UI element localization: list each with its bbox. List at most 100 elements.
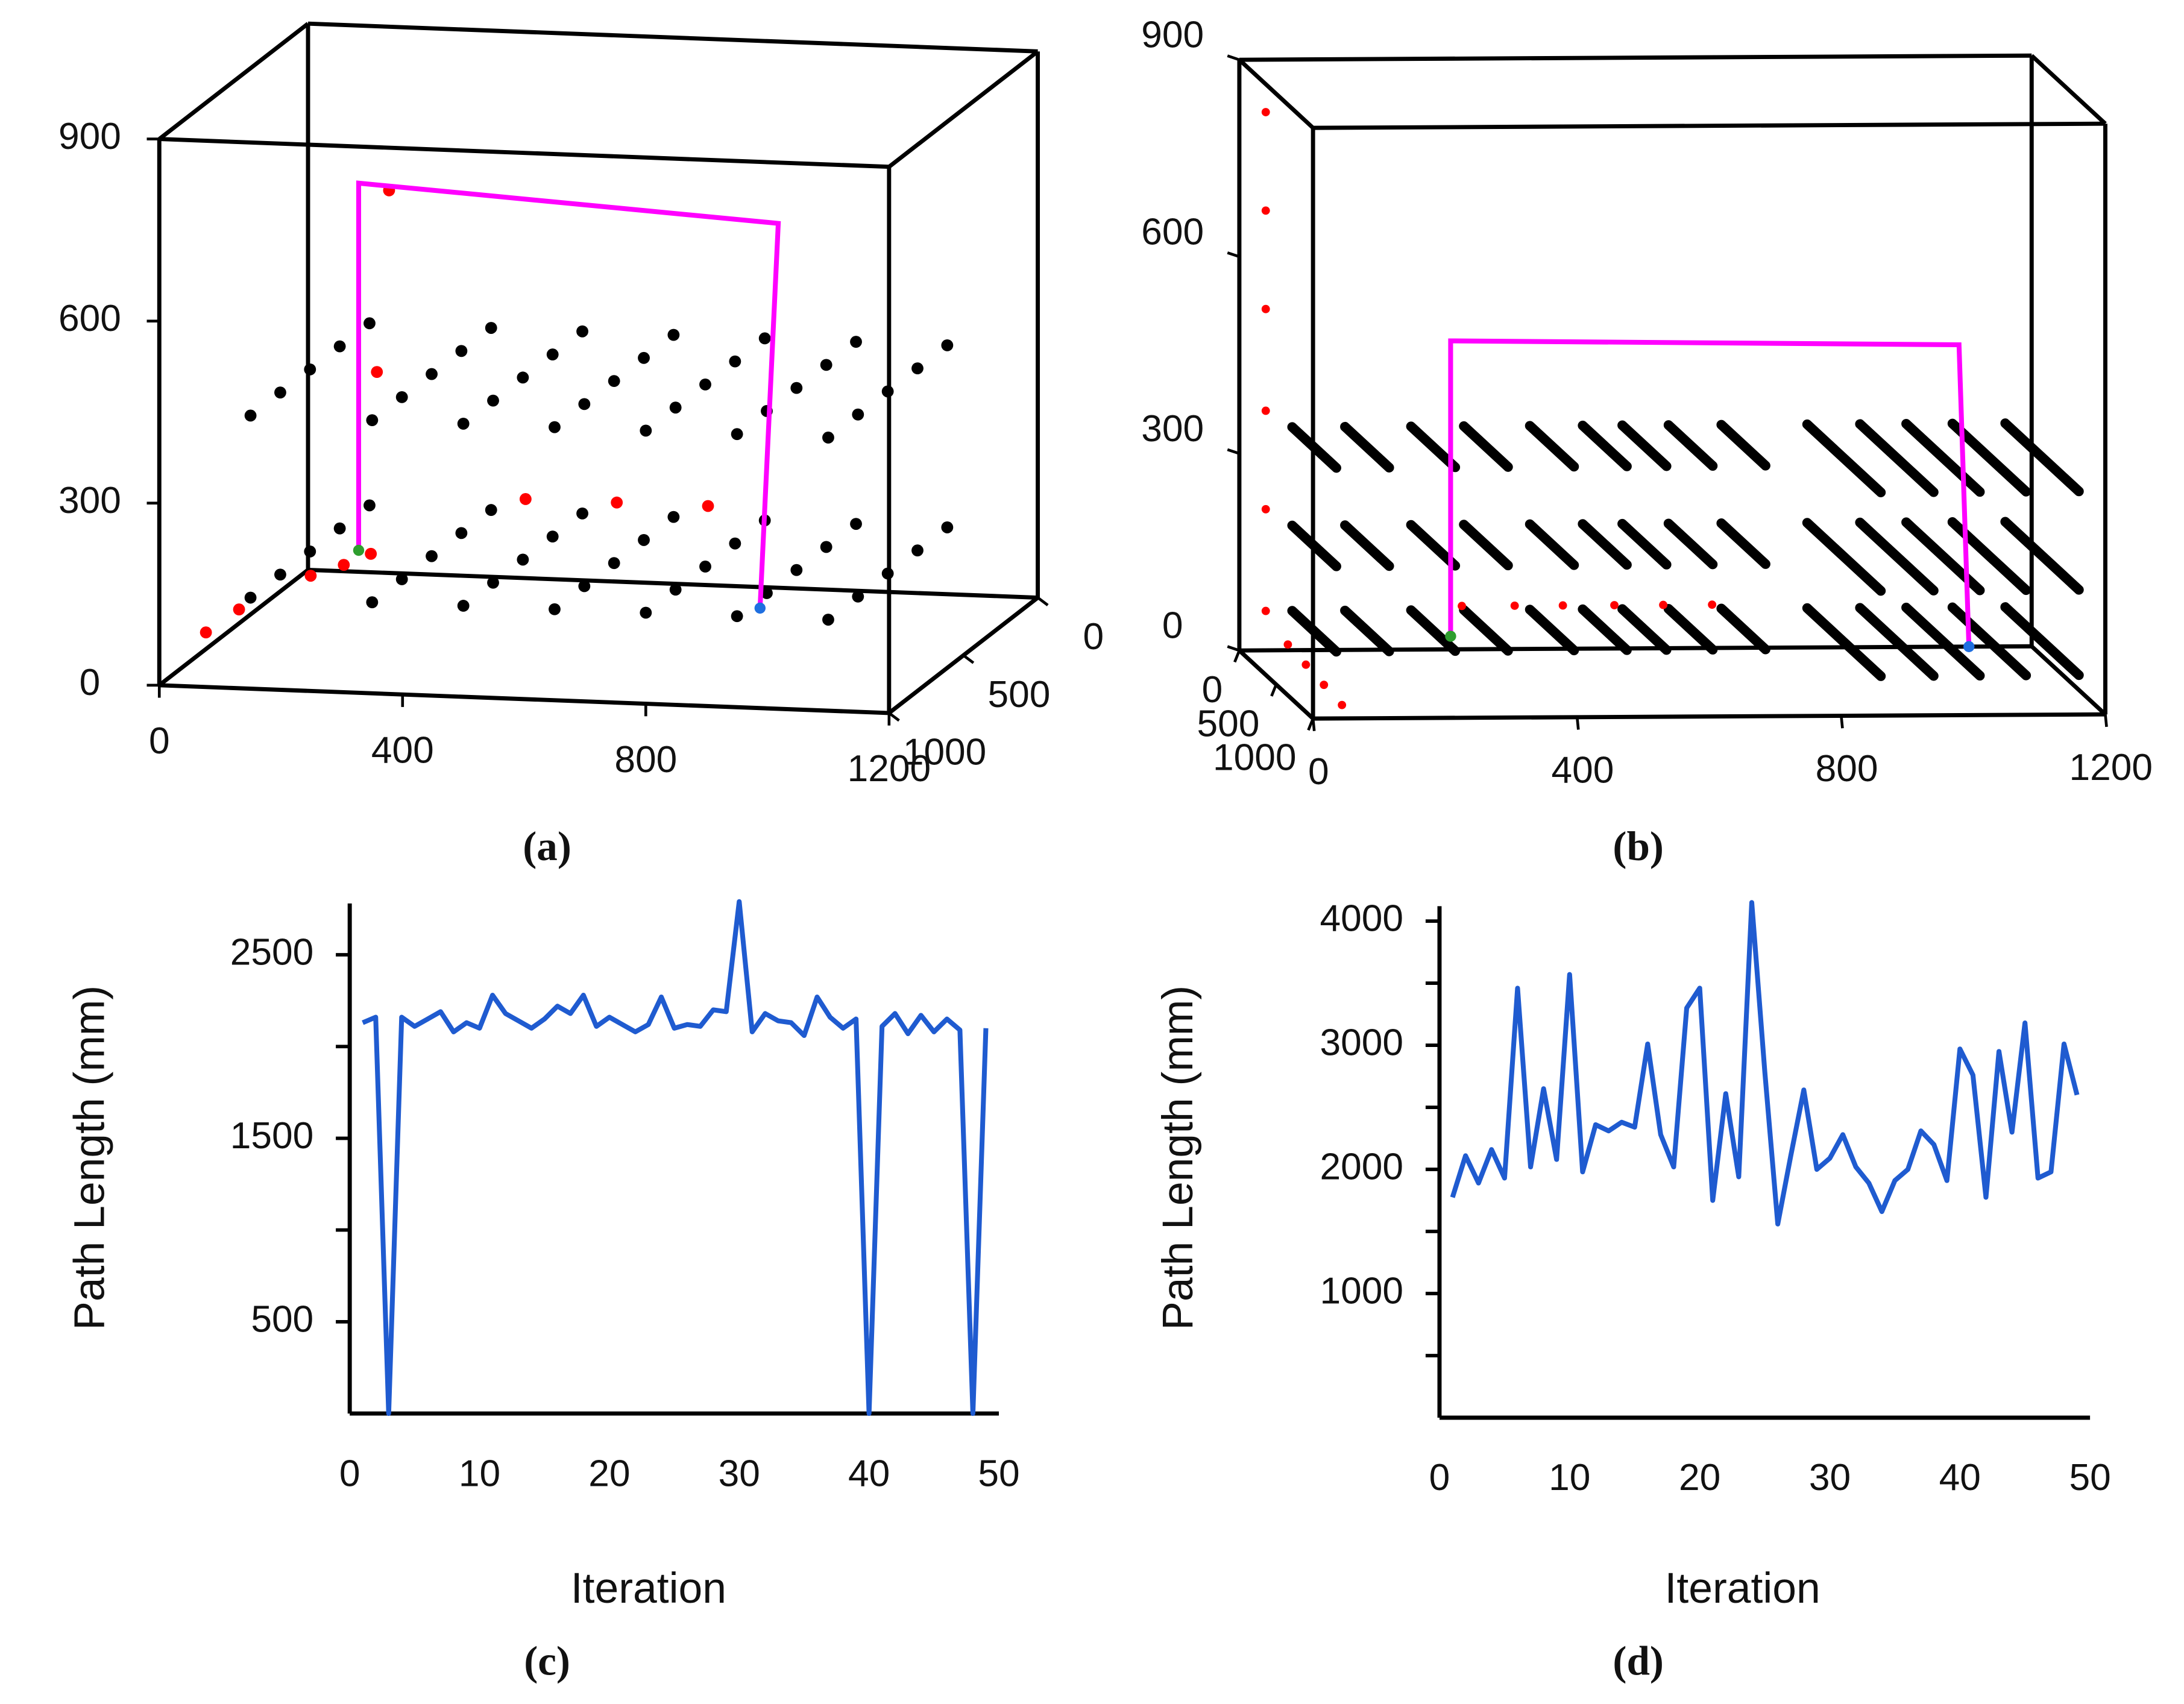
obstacle: [1459, 520, 1513, 571]
obstacle: [244, 409, 257, 422]
obstacle: [911, 362, 924, 375]
obstacle: [1287, 520, 1341, 571]
tick-label: 0: [1162, 605, 1183, 647]
obstacle: [881, 385, 894, 398]
target-point: [702, 500, 714, 512]
box-edge: [1239, 53, 2032, 62]
obstacle: [731, 428, 743, 441]
obstacle: [640, 606, 652, 619]
tick-label: 800: [1816, 748, 1878, 790]
box-edge: [1238, 58, 1315, 130]
obstacle: [546, 348, 559, 360]
obstacle: [517, 553, 529, 566]
obstacle: [363, 499, 376, 512]
obstacle: [457, 600, 470, 612]
obstacle: [395, 573, 408, 585]
tick-label: 1200: [848, 748, 931, 790]
tick-mark: [1575, 717, 1580, 730]
obstacle: [638, 351, 650, 364]
obstacle: [455, 527, 468, 539]
target-point: [1338, 700, 1347, 709]
obstacle: [1578, 420, 1632, 471]
tick-label: 800: [614, 739, 677, 781]
tick-mark: [1227, 645, 1240, 652]
x-tick-label: 0: [339, 1453, 360, 1494]
obstacle: [578, 398, 591, 410]
obstacle: [1716, 603, 1770, 655]
panel-label: (d): [1613, 1637, 1664, 1684]
box-edge: [1313, 712, 2106, 721]
target-point: [233, 603, 245, 616]
obstacle: [304, 363, 316, 376]
y-axis-title: Path Length (mm): [65, 986, 113, 1330]
target-point: [1659, 600, 1668, 609]
tick-mark: [1227, 251, 1240, 259]
x-tick-label: 50: [978, 1453, 1019, 1494]
obstacle: [790, 564, 803, 576]
obstacle: [1459, 605, 1513, 656]
obstacle: [546, 530, 559, 543]
obstacle: [1287, 422, 1341, 473]
obstacle: [699, 378, 711, 391]
obstacle: [244, 591, 257, 604]
obstacle: [1459, 421, 1513, 472]
obstacle: [2000, 418, 2084, 497]
obstacle: [578, 580, 591, 593]
x-axis-title: Iteration: [571, 1564, 726, 1612]
obstacle: [1525, 519, 1579, 570]
obstacle: [1525, 605, 1579, 656]
target-point: [1708, 600, 1717, 609]
target-point: [1610, 601, 1619, 609]
tick-mark: [888, 712, 900, 722]
obstacle: [1617, 420, 1672, 471]
box-edge: [1313, 121, 2106, 130]
obstacle: [1901, 602, 1985, 681]
x-tick-label: 30: [719, 1453, 760, 1494]
obstacle: [1947, 418, 2031, 497]
obstacle: [1802, 518, 1886, 596]
obstacle: [729, 537, 741, 550]
tick-label: 500: [1197, 703, 1259, 744]
obstacle: [487, 394, 499, 407]
end-point: [754, 602, 766, 614]
obstacle: [758, 332, 771, 345]
obstacle: [1855, 603, 1939, 681]
obstacle: [608, 375, 620, 388]
obstacle: [1578, 519, 1632, 570]
box-edge: [307, 21, 1038, 54]
tick-label: 1000: [1213, 737, 1296, 779]
start-point: [1445, 630, 1456, 642]
tick-label: 0: [80, 662, 101, 703]
target-point: [338, 559, 350, 571]
obstacle: [669, 401, 682, 414]
obstacle: [1855, 419, 1939, 497]
data-line: [1450, 900, 2080, 1227]
obstacle: [487, 576, 499, 589]
obstacle: [333, 522, 346, 535]
obstacle: [366, 414, 379, 427]
obstacle: [790, 382, 803, 394]
target-point: [1261, 108, 1270, 116]
tick-label: 0: [149, 720, 170, 762]
tick-label: 0: [1202, 669, 1223, 711]
obstacle: [1716, 518, 1770, 569]
tick-mark: [1037, 596, 1049, 606]
target-point: [1458, 602, 1466, 611]
obstacle: [485, 504, 497, 517]
obstacle: [820, 359, 832, 371]
target-point: [365, 547, 377, 560]
box-edge: [1239, 644, 2032, 653]
target-point: [519, 493, 532, 505]
obstacle: [1287, 606, 1341, 657]
obstacle: [1663, 420, 1718, 471]
obstacle: [1406, 421, 1461, 473]
x-axis-title: Iteration: [1665, 1564, 1821, 1612]
box-edge: [159, 683, 889, 715]
obstacle: [881, 567, 894, 580]
obstacle: [1663, 518, 1718, 570]
x-tick-label: 10: [459, 1453, 500, 1494]
tick-mark: [962, 654, 975, 664]
x-tick-label: 0: [1429, 1457, 1450, 1498]
obstacle: [761, 587, 773, 599]
box-edge: [2030, 54, 2107, 125]
